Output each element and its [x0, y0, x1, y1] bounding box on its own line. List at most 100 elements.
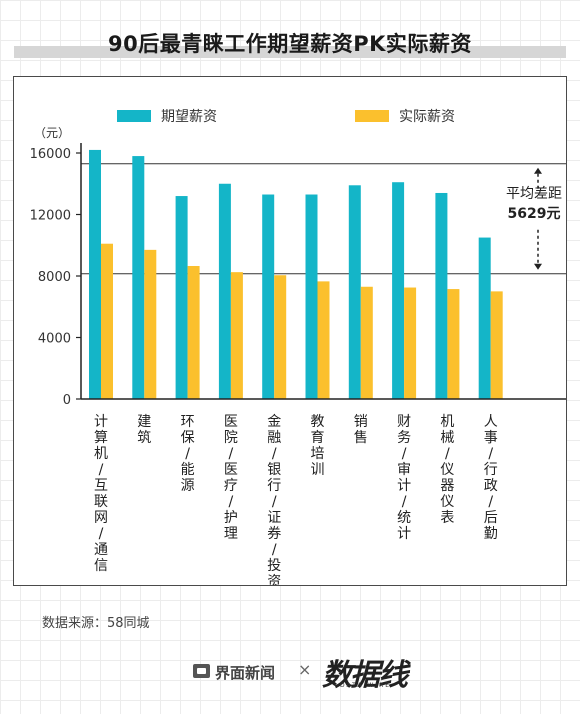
x-category-label-char: 联: [94, 494, 108, 510]
x-category-label-char: 行: [267, 478, 281, 494]
y-tick-label: 0: [63, 393, 71, 408]
x-category-label-char: 筑: [137, 430, 151, 446]
bar-actual: [101, 243, 113, 399]
bar-expected: [262, 194, 275, 399]
x-category-label-char: 投: [267, 558, 281, 574]
x-category-label-char: 资: [267, 574, 281, 585]
x-category-label-char: 券: [267, 526, 281, 542]
x-category-label-char: 通: [94, 542, 108, 558]
bar-expected: [435, 192, 448, 399]
x-category-label-char: 政: [484, 478, 498, 494]
x-category-label-char: /: [272, 446, 277, 462]
bar-actual: [144, 249, 157, 399]
bar-expected: [89, 149, 101, 399]
datawire-logo: 数据线: [322, 658, 408, 693]
x-category-label-char: 银: [267, 462, 281, 478]
title-underline-bar: [14, 46, 566, 58]
bar-actual: [187, 266, 200, 399]
bar-actual: [404, 287, 417, 399]
x-category-label-char: /: [488, 494, 493, 510]
title-block: 90后最青睐工作期望薪资PK实际薪资: [14, 28, 566, 62]
x-category-label-char: 护: [224, 510, 238, 526]
x-category-label-char: 审: [397, 462, 411, 478]
x-category-label-char: /: [488, 446, 493, 462]
bar-chart: 期望薪资 实际薪资（元）0400080001200016000计算机/互联网/通信…: [30, 109, 566, 590]
x-category-label-char: 表: [440, 510, 454, 526]
publisher-name: 界面新闻: [215, 664, 276, 682]
x-category-label-char: 信: [94, 558, 108, 574]
x-category-label-char: /: [185, 446, 190, 462]
x-category-label-char: 教: [311, 414, 325, 430]
x-category-label-char: /: [229, 494, 234, 510]
x-category-label-char: 售: [354, 430, 368, 446]
x-category-label-char: /: [402, 446, 407, 462]
legend-swatch-2: [355, 110, 389, 122]
x-category-label-char: /: [229, 446, 234, 462]
x-category-label-char: 器: [440, 478, 454, 494]
y-unit-label: （元）: [34, 126, 70, 140]
x-category-label-char: /: [272, 494, 277, 510]
x-category-label-char: 培: [311, 446, 325, 462]
x-category-label-char: 金: [267, 414, 281, 430]
x-category-label-char: 理: [224, 526, 238, 542]
x-category-label-char: 能: [181, 462, 195, 478]
bar-expected: [392, 182, 405, 399]
y-tick-label: 4000: [38, 332, 71, 347]
chart-panel: 期望薪资 实际薪资 （元） 0 4000 8000 12000 16000 计算机 / 互联网 / 通信…: [13, 76, 567, 590]
annotation-arrow-down: [534, 263, 542, 270]
x-category-label-char: 仪: [440, 462, 454, 478]
legend-swatch-1: [117, 110, 151, 122]
bar-actual: [447, 289, 460, 399]
x-category-label-char: 建: [137, 414, 151, 430]
jiemian-logo-icon: [193, 664, 210, 678]
y-tick-label: 16000: [30, 147, 71, 162]
bar-actual: [317, 281, 330, 399]
legend-label-2: 实际薪资: [399, 109, 455, 125]
x-category-label-char: 机: [94, 446, 108, 462]
y-tick-label: 8000: [38, 270, 71, 285]
x-category-label-char: 计: [397, 478, 411, 494]
chart-title: 90后最青睐工作期望薪资PK实际薪资: [108, 32, 472, 56]
legend-label-1: 期望薪资: [161, 109, 217, 125]
x-category-label-char: 疗: [224, 478, 238, 494]
x-category-label-char: 后: [484, 510, 498, 526]
x-category-label-char: 机: [440, 414, 454, 430]
x-category-label-char: 育: [311, 430, 325, 446]
x-category-label-char: 仪: [440, 494, 454, 510]
x-category-label-char: 证: [267, 510, 281, 526]
x-category-label-char: 务: [397, 430, 411, 446]
x-category-label-char: /: [272, 542, 277, 558]
x-category-label-char: 保: [181, 430, 195, 446]
x-category-label-char: 销: [354, 414, 368, 430]
annotation-line1: 平均差距: [506, 186, 562, 202]
x-category-label-char: 计: [397, 526, 411, 542]
x-category-label-char: 融: [267, 430, 281, 446]
y-tick-label: 12000: [30, 209, 71, 224]
x-category-label-char: /: [445, 446, 450, 462]
annotation-line2: 5629元: [508, 206, 561, 222]
x-category-label-char: 医: [224, 414, 238, 430]
bar-actual: [230, 272, 243, 399]
x-category-label-char: 事: [484, 430, 498, 446]
bar-actual: [490, 291, 503, 399]
bar-expected: [348, 185, 361, 399]
bar-actual: [360, 286, 373, 399]
x-category-label-char: 人: [484, 414, 498, 430]
x-category-label-char: 网: [94, 510, 108, 526]
x-category-label-char: 训: [311, 462, 325, 478]
x-category-label-char: 算: [94, 430, 108, 446]
bar-expected: [175, 196, 188, 399]
annotation-arrow-up: [534, 167, 542, 174]
x-category-label-char: /: [402, 494, 407, 510]
bar-expected: [132, 156, 145, 399]
x-category-label-char: /: [99, 462, 104, 478]
bar-expected: [305, 194, 318, 399]
data-source: 数据来源：58同城: [42, 616, 150, 631]
bar-expected: [478, 237, 491, 399]
x-category-label-char: 统: [397, 510, 411, 526]
x-category-label-char: 财: [397, 414, 411, 430]
x-category-label-char: /: [99, 526, 104, 542]
x-category-label-char: 计: [94, 414, 108, 430]
x-category-label-char: 医: [224, 462, 238, 478]
x-category-label-char: 互: [94, 478, 108, 494]
